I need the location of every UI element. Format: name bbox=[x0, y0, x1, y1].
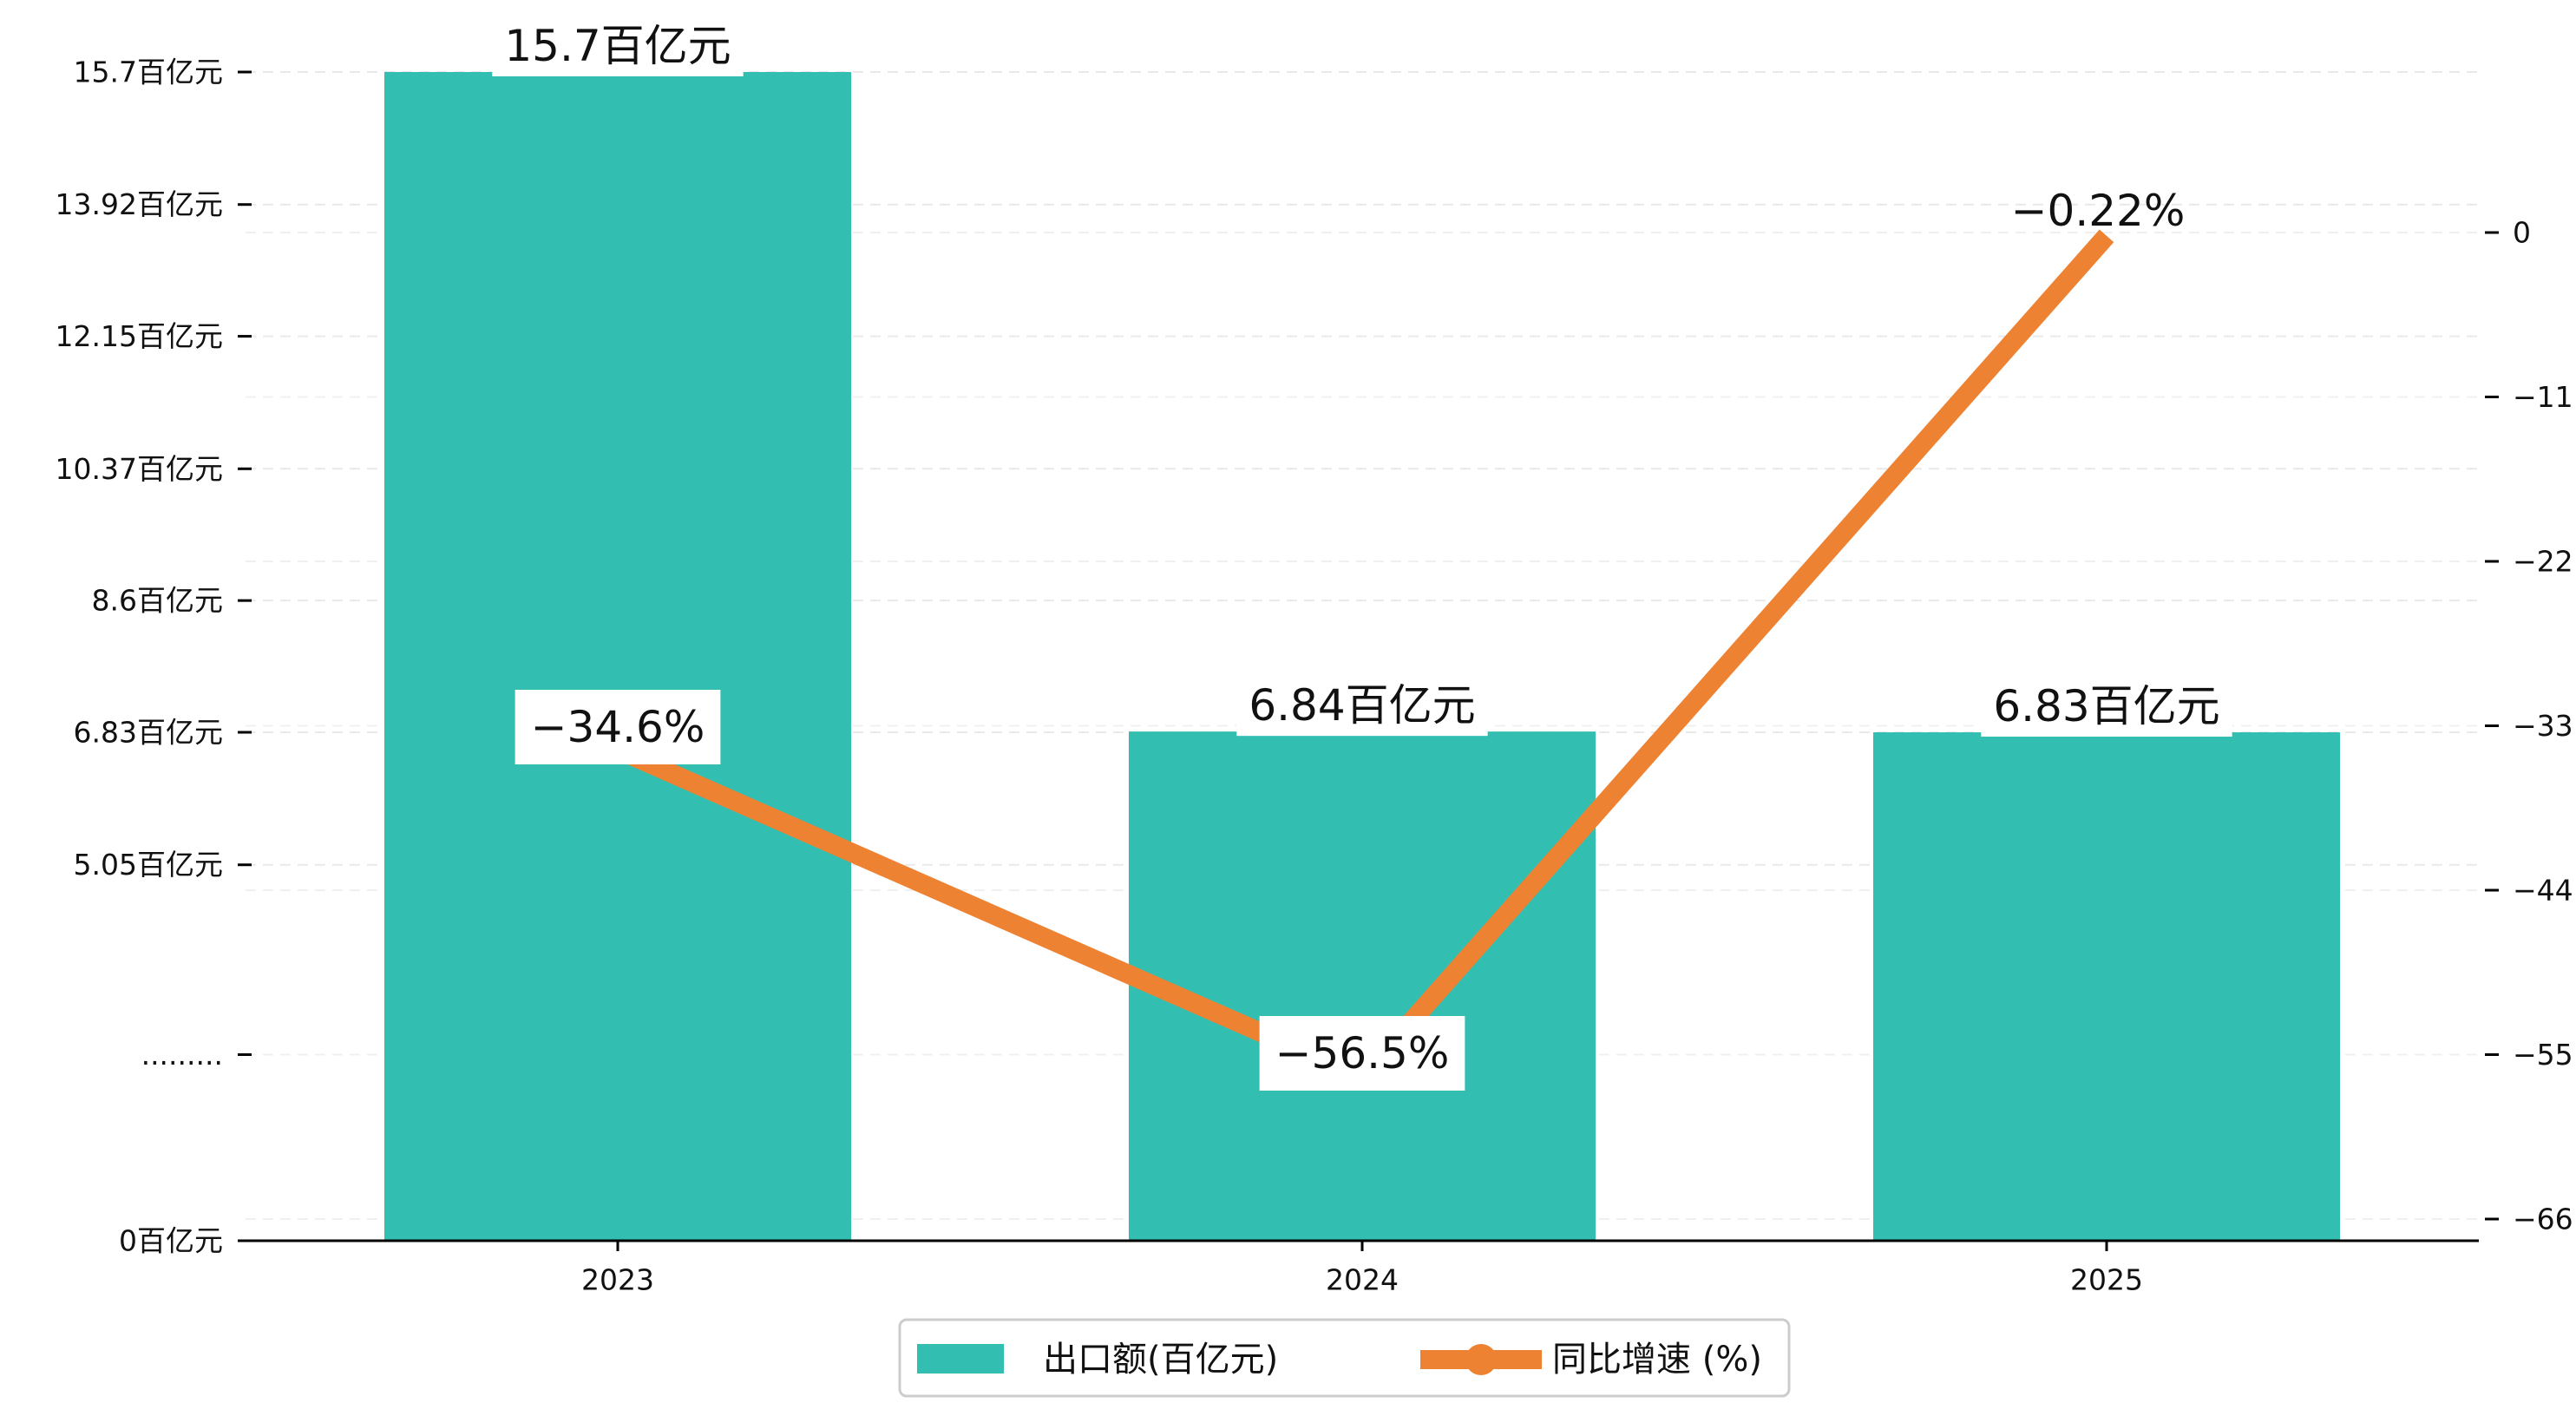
right-axis-tick-label: −33 bbox=[2513, 709, 2573, 743]
bar-value-label-group: 6.84百亿元 bbox=[1236, 675, 1488, 737]
left-axis-tick-label: 15.7百亿元 bbox=[74, 56, 223, 89]
bar-value-label-box bbox=[1236, 675, 1488, 737]
legend: 出口额(百亿元) 同比增速 (%) bbox=[898, 1318, 1791, 1398]
line-labels: −34.6% −56.5% −0.22% bbox=[515, 186, 2186, 1091]
line-value-label-group: −0.22% bbox=[2011, 186, 2186, 236]
left-axis-tick-label: ......... bbox=[141, 1038, 223, 1072]
left-axis-tick-label: 6.83百亿元 bbox=[74, 716, 223, 750]
legend-label-line: 同比增速 (%) bbox=[1552, 1340, 1762, 1380]
line-value-label: −56.5% bbox=[1275, 1028, 1450, 1078]
right-axis-tick-label: −22 bbox=[2513, 545, 2573, 579]
bar-series bbox=[384, 72, 2340, 1241]
right-axis-tick-label: −44 bbox=[2513, 874, 2573, 908]
bar-value-label: 6.84百亿元 bbox=[1249, 680, 1475, 731]
bar bbox=[1129, 731, 1596, 1241]
bar-value-label-box bbox=[492, 16, 744, 76]
x-axis-tick-label: 2023 bbox=[581, 1263, 654, 1297]
legend-box bbox=[898, 1318, 1791, 1398]
bar-value-label-group: 15.7百亿元 bbox=[492, 16, 744, 76]
left-axis-tick-label: 5.05百亿元 bbox=[74, 848, 223, 882]
line-value-label: −0.22% bbox=[2011, 186, 2186, 236]
left-axis-tick-label: 8.6百亿元 bbox=[92, 584, 223, 618]
right-axis-tick-label: −11 bbox=[2513, 380, 2573, 414]
x-axis: 2023 2024 2025 bbox=[581, 1241, 2143, 1297]
legend-marker-line bbox=[1465, 1344, 1497, 1375]
line-value-label-box bbox=[515, 690, 721, 764]
legend-swatch-bar bbox=[917, 1344, 1004, 1373]
line-value-label-box bbox=[1259, 1016, 1465, 1091]
legend-label-bar: 出口额(百亿元) bbox=[1043, 1340, 1278, 1380]
left-axis-tick-label: 10.37百亿元 bbox=[56, 452, 223, 486]
right-axis: 0 −11 −22 −33 −44 −55 −66 bbox=[2485, 216, 2573, 1236]
left-axis-tick-label: 13.92百亿元 bbox=[56, 187, 223, 221]
x-axis-tick-label: 2025 bbox=[2070, 1263, 2143, 1297]
right-axis-tick-label: 0 bbox=[2513, 216, 2531, 250]
line-value-label-group: −56.5% bbox=[1259, 1016, 1465, 1091]
left-axis: 0百亿元......... 5.05百亿元 6.83百亿元 8.6百亿元 10.37百亿… bbox=[56, 56, 252, 1258]
left-axis-tick-label: 0百亿元 bbox=[119, 1224, 223, 1258]
x-axis-tick-label: 2024 bbox=[1326, 1263, 1399, 1297]
left-axis-tick-label: 12.15百亿元 bbox=[56, 319, 223, 353]
bar-value-label: 6.83百亿元 bbox=[1993, 681, 2219, 731]
bar-value-label-group: 6.83百亿元 bbox=[1981, 676, 2232, 738]
bar-value-label: 15.7百亿元 bbox=[504, 21, 731, 71]
bar bbox=[384, 72, 851, 1241]
bar-value-label-box bbox=[1981, 676, 2232, 738]
bar-labels: 15.7百亿元 6.84百亿元 6.83百亿元 bbox=[492, 16, 2232, 738]
line-value-label: −34.6% bbox=[531, 702, 705, 752]
right-axis-tick-label: −66 bbox=[2513, 1203, 2573, 1236]
bar bbox=[1873, 732, 2340, 1241]
right-axis-tick-label: −55 bbox=[2513, 1038, 2573, 1072]
line-value-label-group: −34.6% bbox=[515, 690, 721, 764]
